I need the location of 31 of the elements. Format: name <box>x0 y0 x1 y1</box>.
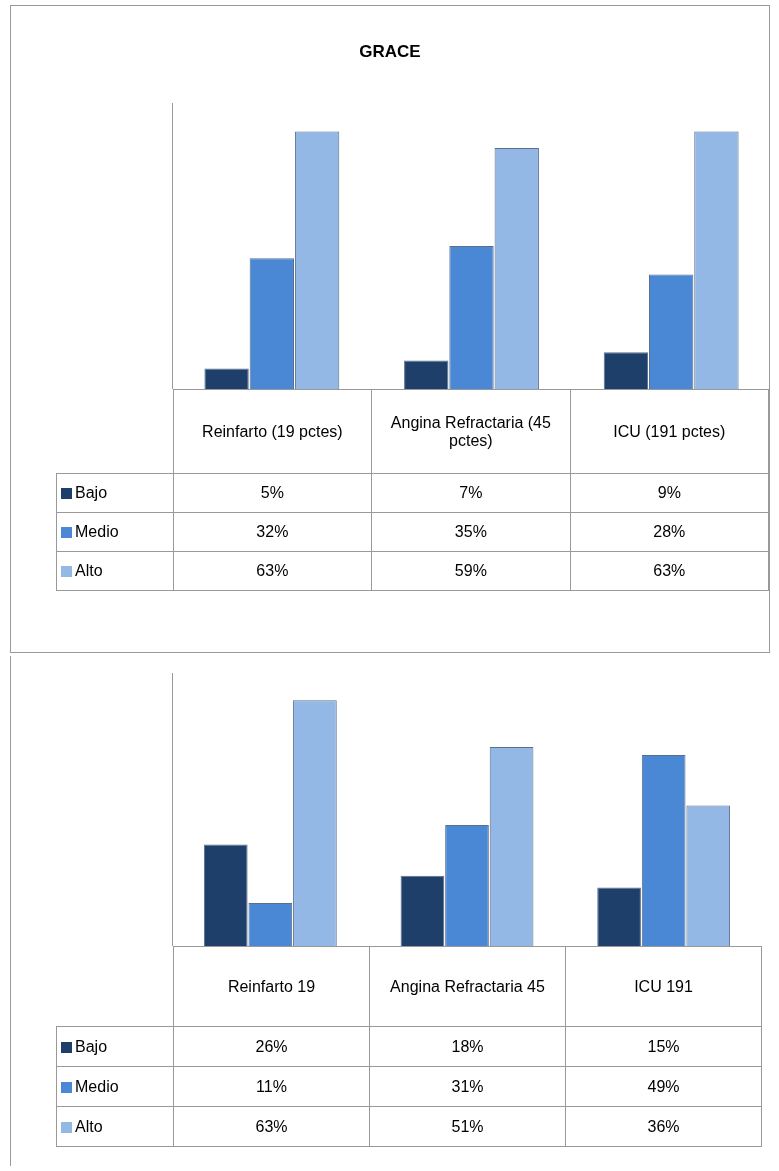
data-label: 7% <box>371 473 571 513</box>
data-label: 59% <box>371 551 571 591</box>
legend-label: Medio <box>56 512 174 552</box>
data-label: 18% <box>369 1026 566 1067</box>
legend-label: Bajo <box>56 473 174 513</box>
x-tick-label: ICU (191 pctes) <box>570 389 769 474</box>
data-label: 63% <box>173 1106 370 1147</box>
legend-label: Alto <box>56 551 174 591</box>
x-tick-label: Angina Refractaria (45 pctes) <box>371 389 571 474</box>
data-label: 36% <box>565 1106 762 1147</box>
legend-label: Medio <box>56 1066 174 1107</box>
data-label: 35% <box>371 512 571 552</box>
legend-label: Alto <box>56 1106 174 1147</box>
legend-label: Bajo <box>56 1026 174 1067</box>
data-label: 11% <box>173 1066 370 1107</box>
data-label: 49% <box>565 1066 762 1107</box>
x-tick-label: Reinfarto 19 <box>173 946 370 1027</box>
data-label: 31% <box>369 1066 566 1107</box>
x-tick-label: ICU 191 <box>565 946 762 1027</box>
data-label: 63% <box>173 551 372 591</box>
x-tick-label: Angina Refractaria 45 <box>369 946 566 1027</box>
data-label: 32% <box>173 512 372 552</box>
x-tick-label: Reinfarto (19 pctes) <box>173 389 372 474</box>
data-label: 9% <box>570 473 769 513</box>
data-label: 26% <box>173 1026 370 1067</box>
chart-title: GRACE <box>358 42 422 62</box>
data-label: 63% <box>570 551 769 591</box>
data-label: 5% <box>173 473 372 513</box>
data-label: 51% <box>369 1106 566 1147</box>
data-label: 15% <box>565 1026 762 1067</box>
data-label: 28% <box>570 512 769 552</box>
